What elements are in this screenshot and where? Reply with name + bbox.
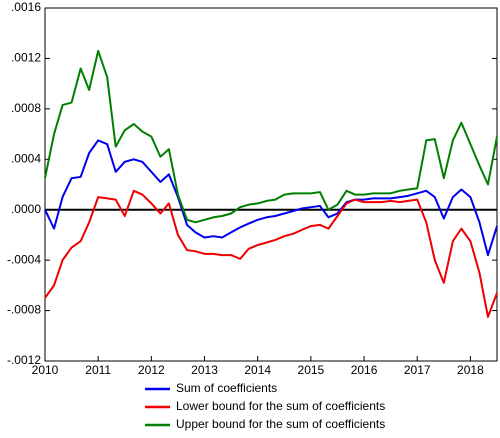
x-tick-label: 2012: [138, 363, 165, 377]
y-tick-label: -.0004: [7, 252, 41, 266]
y-tick-label: .0008: [11, 101, 41, 115]
y-tick-label: .0004: [11, 151, 41, 165]
y-tick-label: -.0012: [7, 353, 41, 367]
plot-frame: [44, 7, 498, 362]
x-tick-label: 2015: [298, 363, 325, 377]
legend-label: Upper bound for the sum of coefficients: [176, 417, 385, 431]
y-tick-label: .0016: [11, 0, 41, 14]
series-line: [44, 139, 498, 257]
y-tick-label: .0000: [11, 202, 41, 216]
y-tick-label: .0012: [11, 51, 41, 65]
x-tick-label: 2016: [351, 363, 378, 377]
series-line: [44, 49, 498, 224]
legend-label: Lower bound for the sum of coefficients: [176, 399, 385, 413]
x-tick-label: 2011: [85, 363, 111, 377]
x-tick-label: 2018: [457, 363, 484, 377]
y-tick-label: -.0008: [7, 303, 41, 317]
x-tick-label: 2017: [404, 363, 431, 377]
x-tick-label: 2013: [191, 363, 218, 377]
legend-label: Sum of coefficients: [176, 381, 277, 395]
series-line: [44, 189, 498, 318]
x-tick-label: 2010: [32, 363, 59, 377]
x-tick-label: 2014: [244, 363, 271, 377]
